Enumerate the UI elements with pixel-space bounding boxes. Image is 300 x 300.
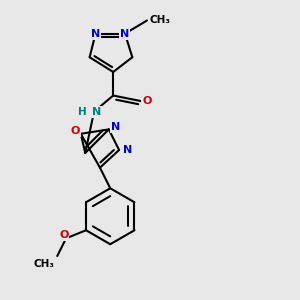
Text: CH₃: CH₃ (33, 259, 54, 269)
Text: O: O (142, 96, 152, 106)
Text: O: O (59, 230, 68, 240)
Text: N: N (92, 107, 101, 117)
Text: O: O (71, 126, 80, 136)
Text: N: N (111, 122, 120, 132)
Text: CH₃: CH₃ (150, 15, 171, 26)
Text: N: N (123, 145, 132, 155)
Text: N: N (120, 29, 130, 39)
Text: H: H (78, 107, 87, 117)
Text: N: N (91, 29, 100, 39)
